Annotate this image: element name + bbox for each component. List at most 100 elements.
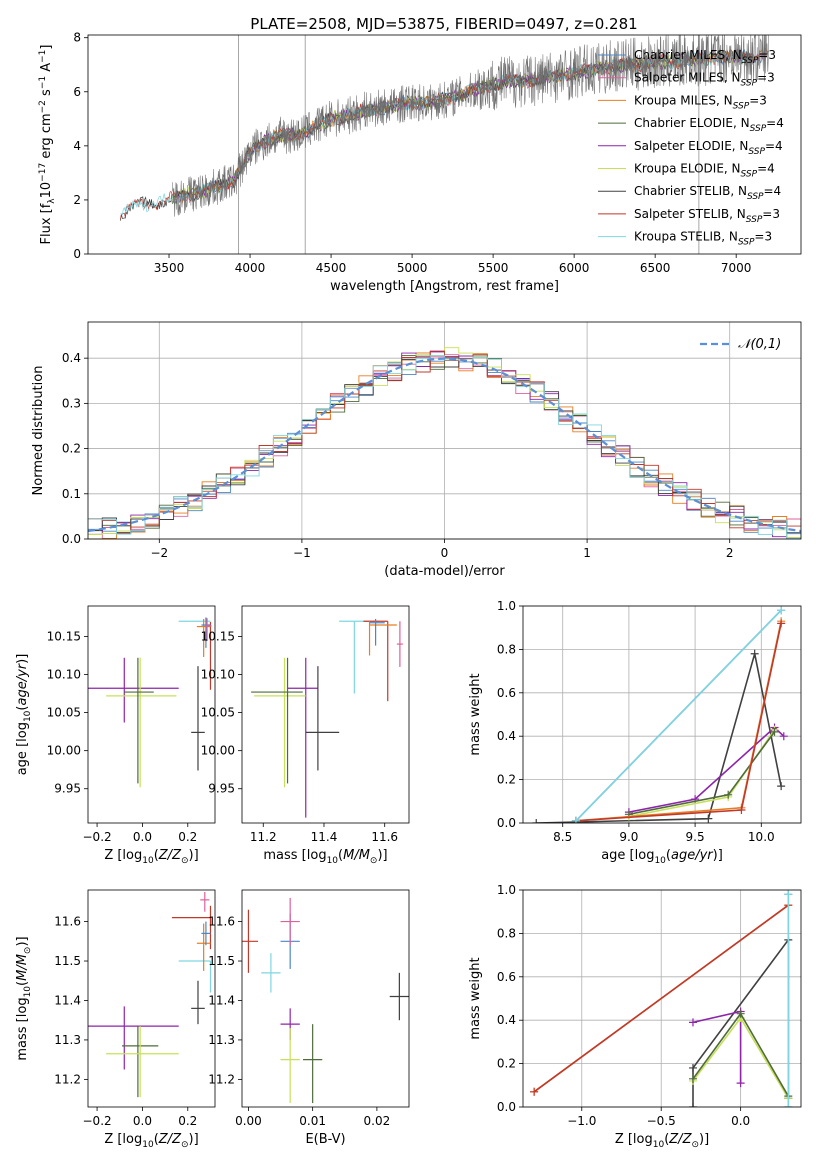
text-part: ⊙	[370, 856, 378, 866]
mass-vs-ebv-panel: 0.00 0.01 0.02 11.2 11.3 11.4 11.5 11.6 E(B-V)	[208, 889, 410, 1147]
errorbar-point	[106, 1026, 179, 1098]
histogram-line	[88, 351, 801, 539]
x-tick-label: 5000	[397, 261, 428, 275]
x-tick-label: −2	[150, 546, 168, 560]
x-tick-label: 3500	[154, 261, 185, 275]
weight-point-marker	[571, 816, 580, 823]
errorbar-point	[280, 1028, 300, 1104]
text-part: s	[39, 89, 54, 100]
text-part: (	[154, 848, 159, 863]
weight-grid	[523, 605, 801, 824]
errorbar-point	[201, 617, 211, 648]
text-part: erg cm	[39, 113, 54, 162]
text-part: )]	[15, 936, 30, 946]
errorbars	[88, 891, 212, 1098]
y-tick-label: 0.8	[497, 926, 516, 940]
text-part: SSP	[748, 147, 765, 157]
weight-series-line	[628, 726, 785, 813]
errorbar-point	[88, 1006, 179, 1070]
axis-label: mass weight	[468, 673, 483, 755]
text-part: =3	[749, 93, 767, 107]
text-part: SSP	[733, 101, 750, 111]
text-part: 10	[654, 856, 666, 866]
text-part: =3	[757, 71, 775, 85]
histograms	[88, 347, 801, 539]
text-part: Z/Z	[668, 1132, 692, 1147]
errorbar-point	[191, 980, 205, 1025]
weight-point-marker	[784, 1103, 793, 1107]
axis-label: Flux [fλ10−17 erg cm−2 s−1 A−1]	[38, 45, 57, 245]
errorbar-point	[200, 891, 210, 912]
x-tick-label: 4000	[235, 261, 266, 275]
axis-label: Normed distribution	[31, 366, 46, 496]
y-tick-label: 0.4	[62, 351, 81, 365]
text-part: mass [log	[263, 848, 326, 863]
text-part: SSP	[742, 56, 759, 66]
errorbar-point	[254, 657, 306, 788]
x-tick-label: 9.5	[686, 830, 705, 844]
y-tick-label: 2	[73, 193, 81, 207]
text-part: Chabrier MILES, N	[634, 48, 742, 62]
text-part: (	[338, 848, 343, 863]
y-tick-label: 0	[73, 247, 81, 261]
text-part: 10	[142, 1140, 154, 1150]
weight-series	[532, 606, 788, 823]
text-part: −1	[38, 76, 48, 89]
errorbar-point	[369, 618, 385, 646]
text-part: Chabrier STELIB, N	[634, 184, 747, 198]
y-tick-label: 10.05	[47, 706, 81, 720]
text-part: ⊙	[23, 947, 33, 955]
x-tick-label: 0.0	[133, 1114, 152, 1128]
age-vs-mass-panel: 11.2 11.4 11.6 9.95 10.00 10.05 10.10 10.15 mass…	[201, 605, 410, 866]
spectrum-lines	[120, 35, 769, 254]
weight-point-marker	[736, 1079, 745, 1088]
y-tick-label: 10.05	[201, 706, 235, 720]
x-tick-label: 6500	[640, 261, 671, 275]
x-tick-label: 0.02	[364, 1114, 391, 1128]
x-tick-label: 8.5	[553, 830, 572, 844]
y-tick-label: 0.0	[497, 816, 516, 830]
text-part: Chabrier ELODIE, N	[634, 116, 750, 130]
y-tick-label: 10.10	[47, 668, 81, 682]
x-tick-label: 0.0	[731, 1114, 750, 1128]
text-part: )]	[713, 848, 723, 863]
x-tick-label: 2	[726, 546, 734, 560]
page-title: PLATE=2508, MJD=53875, FIBERID=0497, z=0…	[250, 15, 637, 33]
weight-point-marker	[770, 727, 779, 736]
text-part: (	[15, 981, 30, 986]
axis-label: age [log10(age/yr)]	[601, 848, 723, 866]
text-part: =4	[765, 139, 783, 153]
text-part: Z [log	[104, 1132, 142, 1147]
x-tick-label: −0.2	[83, 830, 112, 844]
x-tick-label: −0.5	[647, 1114, 676, 1128]
axis-label: E(B-V)	[305, 1132, 345, 1147]
text-part: (	[154, 1132, 159, 1147]
text-part: (	[664, 1132, 669, 1147]
legend-label: Salpeter ELODIE, NSSP=4	[634, 139, 783, 157]
errorbar-point	[106, 657, 177, 788]
text-part: ⊙	[181, 856, 189, 866]
y-tick-label: 0.6	[497, 686, 516, 700]
text-part: M/M	[343, 848, 370, 863]
text-part: λ	[47, 198, 57, 204]
text-part: Kroupa STELIB, N	[634, 230, 738, 244]
text-part: =4	[757, 162, 775, 176]
spectrum-panel: 3500 4000 4500 5000 5500 6000 6500 7000 0 2 4 6 8 wav…	[38, 31, 802, 294]
y-tick-label: 1.0	[497, 599, 516, 613]
y-tick-label: 10.15	[47, 629, 81, 643]
mass-vs-Z-panel: −0.2 0.0 0.211.211.311.411.511.6Z [log10(Z…	[15, 889, 216, 1150]
y-tick-label: 0.2	[62, 442, 81, 456]
axes-frame	[522, 605, 802, 824]
weight-point-marker	[724, 790, 733, 799]
axis-label: mass weight	[468, 957, 483, 1039]
y-tick-label: 11.3	[54, 1033, 81, 1047]
y-tick-label: 0.8	[497, 642, 516, 656]
residuals-panel: −2 −1 0 1 2 0.0 0.1 0.2 0.3 0.4 (data-model)/error…	[31, 321, 802, 579]
y-tick-label: 0.4	[497, 1013, 516, 1027]
weight-point-marker	[688, 1018, 697, 1027]
legend-label: Chabrier MILES, NSSP=3	[634, 48, 776, 66]
errorbar-point	[171, 905, 212, 950]
axis-label: Z [log10(Z/Z⊙)]	[104, 848, 198, 866]
axis-label: age [log10(age/yr)]	[15, 654, 33, 776]
text-part: SSP	[738, 238, 755, 248]
